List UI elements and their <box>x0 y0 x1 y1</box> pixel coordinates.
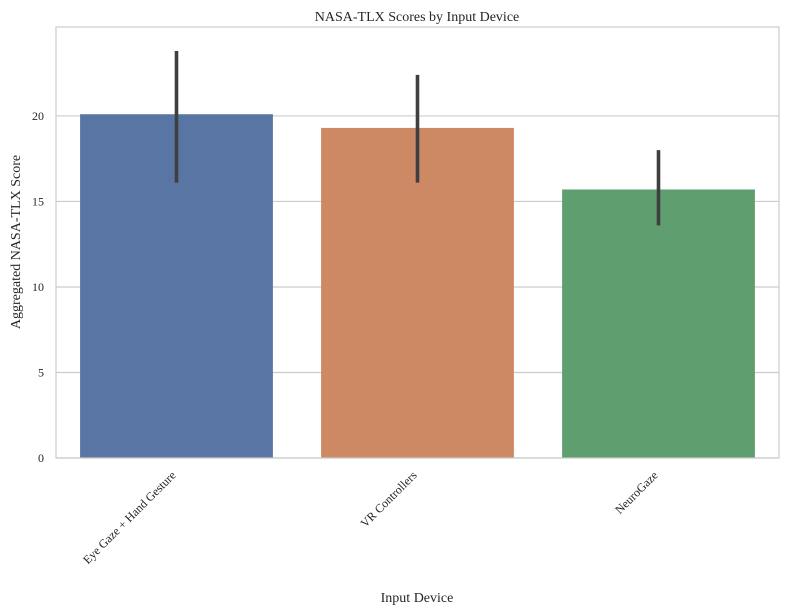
x-axis-label: Input Device <box>381 591 454 606</box>
y-tick-label: 5 <box>38 365 44 379</box>
y-tick-label: 15 <box>32 194 44 208</box>
plot-frame <box>55 26 780 459</box>
error-bars-group <box>174 50 661 226</box>
bar <box>562 189 755 458</box>
y-tick-label: 0 <box>38 451 44 465</box>
chart-title: NASA-TLX Scores by Input Device <box>315 10 520 25</box>
bar <box>321 127 514 459</box>
y-tick-labels: 0 5 10 15 20 <box>32 109 44 465</box>
y-tick-label: 10 <box>32 280 44 294</box>
y-tick-label: 20 <box>32 109 44 123</box>
bars-group <box>80 114 755 459</box>
y-axis-label: Aggregated NASA-TLX Score <box>9 155 24 329</box>
